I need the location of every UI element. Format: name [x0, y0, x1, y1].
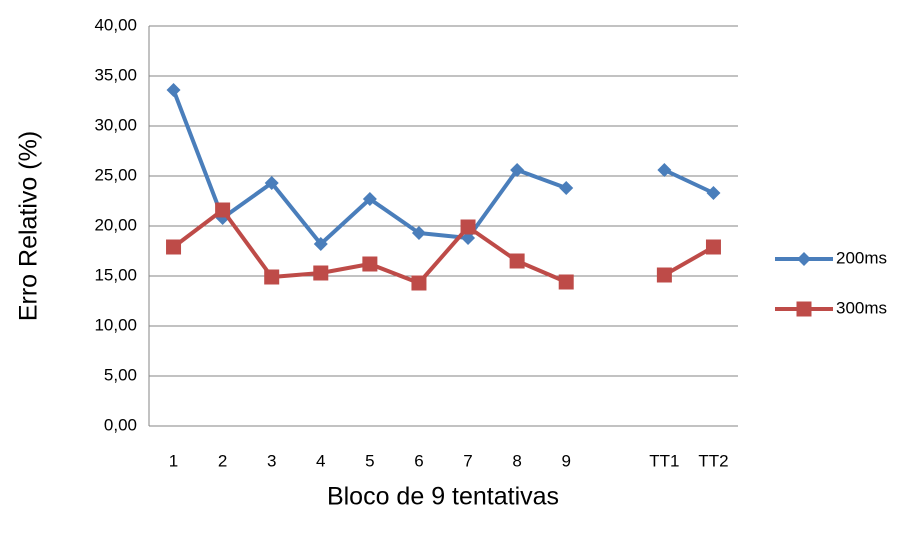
data-point [166, 239, 182, 255]
x-tick-label: TT2 [698, 451, 728, 470]
y-tick-label: 35,00 [94, 65, 137, 84]
data-point [558, 274, 574, 290]
data-point [705, 239, 721, 255]
legend-marker [796, 301, 812, 317]
data-point [411, 226, 426, 240]
data-point [706, 186, 721, 200]
x-tick-label: 8 [512, 451, 521, 470]
data-point [460, 219, 476, 235]
x-tick-label: 1 [169, 451, 178, 470]
legend-label: 300ms [836, 298, 887, 317]
x-tick-label: 9 [561, 451, 570, 470]
data-point [657, 163, 672, 177]
x-tick-label: 2 [218, 451, 227, 470]
data-point [411, 275, 427, 291]
x-tick-label: 6 [414, 451, 423, 470]
series-line [172, 208, 715, 285]
legend-marker [797, 252, 811, 266]
y-axis-title: Erro Relativo (%) [15, 131, 43, 321]
x-axis-title: Bloco de 9 tentativas [327, 483, 559, 511]
data-point [215, 202, 231, 218]
y-tick-label: 40,00 [94, 15, 137, 34]
legend-label: 200ms [836, 248, 887, 267]
data-point [264, 269, 280, 285]
y-tick-label: 0,00 [104, 415, 137, 434]
data-point [510, 163, 525, 177]
x-tick-label: 5 [365, 451, 374, 470]
y-tick-label: 30,00 [94, 115, 137, 134]
data-point [313, 265, 329, 281]
x-tick-label: 7 [463, 451, 472, 470]
data-point [166, 83, 181, 97]
data-point [264, 176, 279, 190]
y-tick-label: 25,00 [94, 165, 137, 184]
data-point [656, 267, 672, 283]
data-point [362, 256, 378, 272]
x-tick-label: 3 [267, 451, 276, 470]
y-tick-label: 5,00 [104, 365, 137, 384]
data-point [362, 192, 377, 206]
y-tick-label: 15,00 [94, 265, 137, 284]
y-tick-label: 20,00 [94, 215, 137, 234]
data-point [509, 253, 525, 269]
data-point [313, 237, 328, 251]
series-line [171, 89, 715, 246]
data-point [559, 181, 574, 195]
x-tick-label: TT1 [649, 451, 679, 470]
y-tick-label: 10,00 [94, 315, 137, 334]
x-tick-label: 4 [316, 451, 325, 470]
